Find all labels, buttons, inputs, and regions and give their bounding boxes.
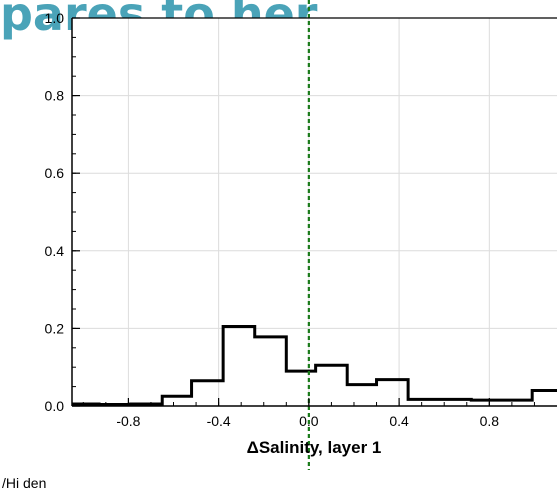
histogram-bin-3 (162, 396, 191, 406)
histogram-bin-8 (316, 365, 348, 406)
histogram-step-line (72, 324, 557, 406)
y-tick-label-4: 0.8 (45, 88, 65, 104)
x-tick-label-4: 0.8 (480, 413, 500, 429)
x-axis-title: ΔSalinity, layer 1 (247, 438, 382, 457)
x-tick-label-2: 0.0 (299, 413, 319, 429)
y-tick-label-2: 0.4 (45, 243, 65, 259)
x-tick-label-0: -0.8 (116, 413, 140, 429)
histogram-bin-13 (471, 400, 500, 406)
y-tick-label-3: 0.6 (45, 165, 65, 181)
axes: 0.0 0.2 0.4 0.6 0.8 1.0 -0.8 -0.4 0.0 0.4 0.8 (45, 10, 557, 429)
histogram-bin-10 (377, 380, 409, 406)
histogram-bin-6 (255, 337, 287, 406)
y-tick-label-0: 0.0 (45, 398, 65, 414)
cutoff-caption: /Hi den (2, 475, 46, 488)
histogram-bin-15 (532, 390, 557, 406)
x-tick-label-3: 0.4 (389, 413, 409, 429)
x-tick-label-1: -0.4 (207, 413, 231, 429)
histogram-bin-14 (501, 400, 533, 406)
histogram-bin-9 (347, 385, 376, 406)
histogram-bin-5 (223, 326, 255, 406)
histogram-bin-7 (286, 371, 315, 406)
histogram-bin-11 (408, 399, 440, 406)
y-tick-label-1: 0.2 (45, 320, 65, 336)
plot-area (72, 18, 557, 406)
y-tick-label-5: 1.0 (45, 10, 65, 26)
histogram-steps (72, 324, 557, 406)
